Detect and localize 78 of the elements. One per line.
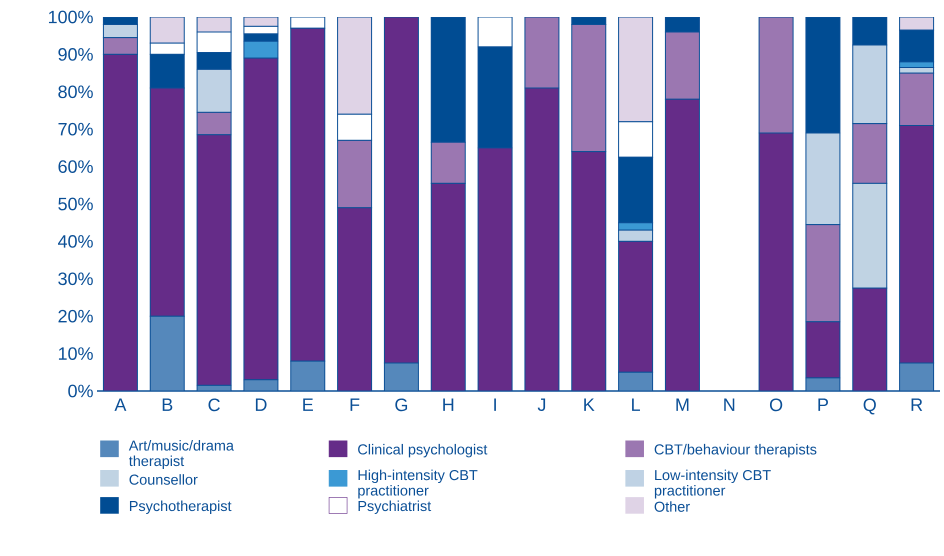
- bar: [571, 24, 606, 152]
- bar: [618, 240, 654, 373]
- bar: [337, 207, 372, 391]
- y-tick-label: 100%: [48, 10, 93, 24]
- bar: [384, 362, 419, 391]
- legend-label: Art/music/drama therapist: [128, 440, 234, 469]
- legend-label: CBT/behaviour therapists: [654, 444, 816, 458]
- bar: [150, 316, 185, 391]
- y-tick-label: 40%: [58, 235, 93, 248]
- x-tick-label: C: [208, 398, 220, 412]
- bar: [852, 123, 888, 184]
- bar: [478, 147, 513, 391]
- bar: [852, 288, 888, 391]
- y-tick-label: 20%: [58, 310, 93, 323]
- bar: [150, 54, 185, 89]
- x-tick-label: K: [584, 398, 595, 411]
- bar: [290, 28, 326, 362]
- bar: [430, 182, 466, 391]
- y-tick-label: 60%: [58, 160, 93, 173]
- y-tick-label: 80%: [58, 85, 93, 98]
- x-tick-label: N: [724, 398, 734, 411]
- legend-label: Other: [654, 501, 690, 512]
- x-tick-label: Q: [864, 398, 876, 414]
- x-tick-label: D: [256, 398, 267, 411]
- x-tick-label: M: [676, 398, 688, 411]
- bar: [899, 124, 934, 364]
- bar: [243, 58, 278, 380]
- bar: [384, 16, 419, 364]
- bar: [337, 16, 372, 115]
- x-tick-label: G: [395, 398, 408, 412]
- bar: [196, 134, 232, 386]
- bar: [478, 46, 513, 148]
- x-tick-label: R: [912, 398, 922, 411]
- bar: [524, 88, 560, 391]
- x-tick-label: A: [114, 398, 126, 411]
- x-tick-label: H: [443, 398, 454, 411]
- x-tick-label: J: [538, 398, 546, 412]
- y-tick-label: 30%: [58, 272, 93, 286]
- bar: [337, 140, 372, 208]
- legend-label: Clinical psychologist: [358, 444, 488, 458]
- x-tick-label: B: [162, 398, 172, 411]
- bar: [524, 16, 560, 89]
- y-tick-label: 0%: [68, 384, 93, 398]
- x-tick-label: L: [632, 398, 640, 411]
- bar: [150, 88, 185, 317]
- legend-label: Psychotherapist: [130, 500, 232, 514]
- legend-label: Psychiatrist: [358, 500, 432, 514]
- bar: [102, 54, 138, 391]
- x-tick-label: F: [350, 398, 360, 411]
- legend-label: Counsellor: [130, 474, 198, 485]
- y-tick-label: 50%: [58, 198, 93, 210]
- legend-label: High-intensity CBT practitioner: [358, 470, 478, 498]
- x-tick-label: E: [303, 398, 313, 411]
- bar: [102, 37, 138, 55]
- x-tick-label: O: [770, 398, 782, 412]
- bar: [852, 182, 888, 289]
- bar: [758, 16, 794, 134]
- bar: [899, 72, 934, 126]
- y-tick-label: 90%: [58, 48, 93, 61]
- bar: [150, 16, 185, 44]
- bar: [805, 224, 840, 322]
- bar: [618, 372, 654, 391]
- y-tick-label: 10%: [58, 347, 93, 360]
- bar: [758, 132, 794, 391]
- legend-label: Low-intensity CBT practitioner: [654, 470, 771, 498]
- bar: [196, 112, 232, 136]
- bar: [618, 16, 654, 122]
- bar: [805, 321, 840, 378]
- bar: [430, 142, 466, 184]
- bar: [196, 16, 232, 32]
- bar: [899, 362, 934, 391]
- bar: [664, 98, 700, 391]
- x-tick-label: I: [494, 398, 496, 411]
- bar: [571, 151, 606, 391]
- bar: [664, 31, 700, 100]
- y-tick-label: 70%: [58, 122, 93, 136]
- bar: [290, 360, 326, 391]
- x-tick-label: P: [818, 398, 828, 411]
